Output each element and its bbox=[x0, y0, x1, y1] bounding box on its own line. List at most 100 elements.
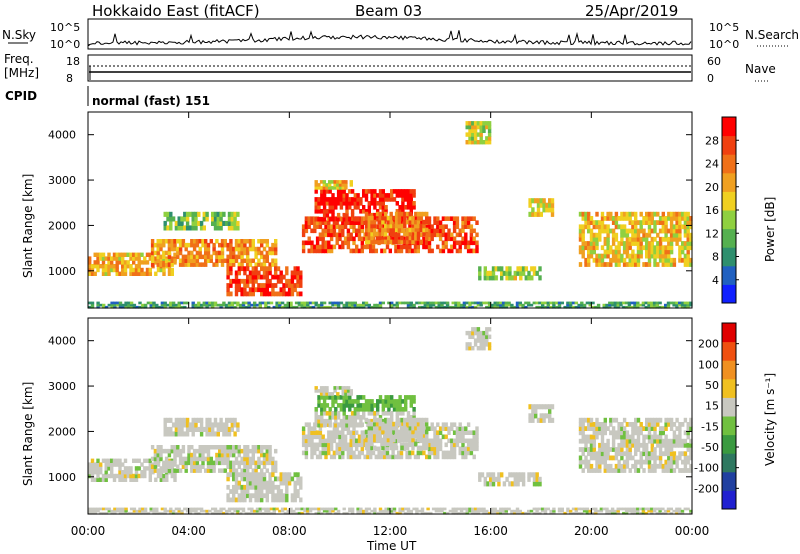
echo-cell bbox=[656, 442, 660, 448]
echo-cell bbox=[150, 262, 155, 267]
echo-cell bbox=[606, 463, 610, 469]
echo-cell bbox=[352, 454, 356, 460]
echo-cell bbox=[303, 305, 307, 309]
echo-cell bbox=[299, 497, 303, 503]
echo-cell bbox=[192, 239, 197, 244]
echo-cell bbox=[515, 507, 520, 511]
echo-cell bbox=[622, 232, 627, 238]
echo-cell bbox=[409, 189, 413, 194]
echo-cell bbox=[422, 425, 426, 431]
echo-cell bbox=[414, 231, 418, 237]
echo-cell bbox=[647, 262, 652, 267]
echo-cell bbox=[303, 301, 307, 305]
echo-cell bbox=[578, 211, 583, 217]
echo-cell bbox=[331, 303, 335, 307]
echo-cell bbox=[431, 301, 436, 305]
echo-cell bbox=[381, 212, 385, 218]
echo-cell bbox=[598, 468, 602, 473]
echo-cell bbox=[611, 468, 616, 473]
echo-cell bbox=[625, 245, 630, 251]
echo-cell bbox=[178, 250, 183, 256]
echo-cell bbox=[297, 507, 302, 511]
echo-cell bbox=[185, 426, 190, 432]
echo-cell bbox=[212, 250, 216, 256]
echo-cell bbox=[226, 246, 230, 252]
echo-cell bbox=[408, 215, 412, 221]
echo-cell bbox=[222, 211, 226, 217]
echo-cell bbox=[678, 509, 682, 513]
echo-cell bbox=[465, 330, 469, 336]
echo-cell bbox=[181, 445, 186, 450]
echo-cell bbox=[606, 211, 610, 217]
echo-cell bbox=[306, 301, 310, 305]
echo-cell bbox=[341, 446, 345, 452]
echo-cell bbox=[633, 305, 637, 309]
echo-cell bbox=[290, 278, 295, 284]
echo-cell bbox=[574, 507, 578, 511]
echo-cell bbox=[96, 264, 100, 269]
echo-cell bbox=[246, 266, 250, 272]
echo-cell bbox=[327, 446, 331, 452]
echo-cell bbox=[349, 434, 353, 440]
echo-cell bbox=[650, 434, 654, 440]
echo-cell bbox=[250, 511, 254, 515]
echo-cell bbox=[233, 211, 237, 217]
echo-cell bbox=[392, 429, 396, 435]
echo-cell bbox=[271, 287, 275, 293]
echo-cell bbox=[377, 446, 381, 452]
echo-cell bbox=[392, 303, 397, 307]
echo-cell bbox=[163, 225, 167, 231]
echo-cell bbox=[174, 426, 179, 432]
echo-cell bbox=[472, 228, 476, 234]
echo-cell bbox=[480, 472, 485, 478]
echo-cell bbox=[191, 303, 195, 307]
echo-cell bbox=[232, 472, 236, 478]
echo-cell bbox=[342, 193, 346, 198]
echo-cell bbox=[206, 468, 211, 473]
echo-cell bbox=[587, 228, 591, 234]
echo-cell bbox=[129, 301, 134, 305]
echo-cell bbox=[603, 455, 607, 461]
echo-cell bbox=[479, 140, 483, 145]
echo-cell bbox=[274, 460, 278, 466]
echo-cell bbox=[639, 228, 643, 234]
echo-cell bbox=[215, 445, 219, 450]
echo-cell bbox=[154, 271, 158, 276]
echo-cell bbox=[538, 301, 542, 305]
echo-cell bbox=[606, 241, 610, 246]
echo-cell bbox=[187, 445, 191, 450]
echo-cell bbox=[627, 305, 632, 309]
echo-cell bbox=[425, 227, 429, 233]
echo-cell bbox=[441, 216, 446, 221]
echo-cell bbox=[162, 448, 166, 454]
echo-cell bbox=[222, 422, 226, 428]
echo-cell bbox=[293, 497, 297, 503]
colorbar-tick-label: -100 bbox=[694, 462, 719, 475]
echo-cell bbox=[243, 448, 247, 454]
echo-cell bbox=[164, 456, 169, 462]
echo-cell bbox=[110, 458, 114, 463]
echo-cell bbox=[465, 342, 469, 347]
echo-cell bbox=[233, 417, 237, 423]
echo-cell bbox=[459, 303, 464, 307]
echo-cell bbox=[344, 389, 348, 393]
echo-cell bbox=[669, 262, 674, 267]
echo-cell bbox=[485, 121, 489, 126]
echo-cell bbox=[327, 240, 331, 246]
echo-cell bbox=[650, 463, 654, 469]
echo-cell bbox=[178, 239, 183, 244]
echo-cell bbox=[254, 484, 258, 490]
echo-cell bbox=[622, 301, 626, 305]
echo-cell bbox=[370, 421, 374, 427]
echo-cell bbox=[548, 207, 552, 213]
echo-cell bbox=[243, 476, 247, 482]
echo-cell bbox=[230, 426, 234, 432]
echo-cell bbox=[412, 205, 416, 210]
echo-cell bbox=[438, 430, 443, 435]
echo-cell bbox=[633, 303, 637, 307]
echo-cell bbox=[194, 422, 198, 428]
echo-cell bbox=[373, 205, 377, 210]
echo-cell bbox=[271, 258, 275, 263]
echo-cell bbox=[213, 211, 218, 217]
echo-cell bbox=[538, 507, 542, 511]
